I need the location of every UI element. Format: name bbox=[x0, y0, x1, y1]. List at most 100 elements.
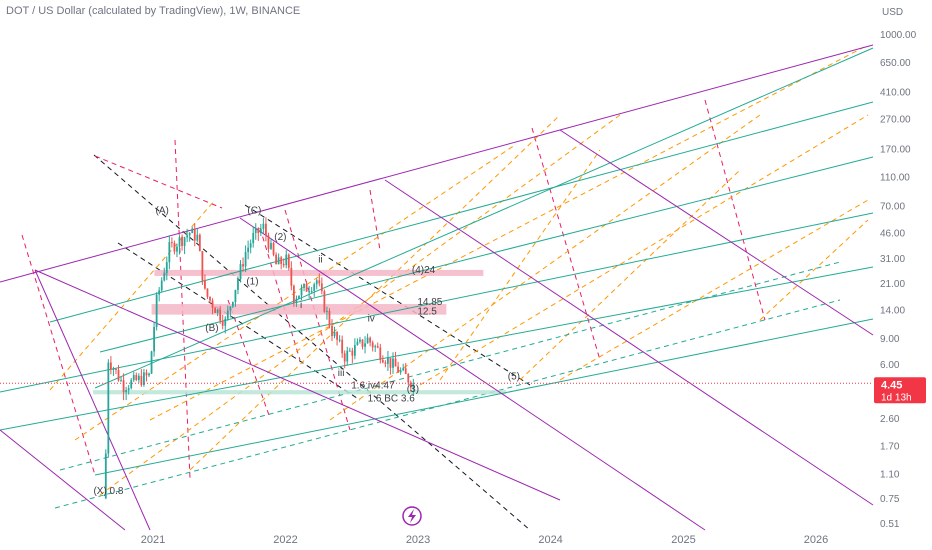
teal-channel-line bbox=[0, 266, 874, 431]
wave-label: (3) bbox=[407, 384, 419, 395]
pink-dashed-line bbox=[21, 234, 96, 476]
candle-body bbox=[356, 341, 359, 346]
horizontal-zones bbox=[93, 269, 507, 395]
teal-channel-line bbox=[99, 156, 874, 353]
candle-body bbox=[186, 235, 189, 238]
purple-pitchfork-line bbox=[384, 179, 874, 506]
y-tick-label: 1.10 bbox=[880, 469, 900, 480]
purple-pitchfork-line bbox=[559, 44, 874, 131]
black-dashed-line bbox=[93, 154, 531, 531]
orange-dashed-line bbox=[759, 219, 869, 321]
candle-body bbox=[214, 307, 216, 313]
candle-body bbox=[239, 264, 242, 280]
candle-body bbox=[254, 227, 257, 234]
candle-body bbox=[346, 350, 349, 362]
candle-body bbox=[277, 257, 280, 265]
candle-body bbox=[234, 289, 237, 303]
candle-body bbox=[397, 366, 399, 373]
candle-body bbox=[379, 347, 382, 360]
candle-body bbox=[229, 306, 232, 311]
candle-body bbox=[193, 228, 196, 241]
candle-body bbox=[361, 339, 364, 347]
candle-body bbox=[145, 372, 148, 376]
candle-body bbox=[183, 237, 186, 246]
orange-dashed-line bbox=[559, 199, 869, 381]
x-tick-label: 2026 bbox=[804, 534, 828, 546]
candle-body bbox=[376, 346, 379, 348]
x-tick-label: 2022 bbox=[273, 534, 297, 546]
wave-label: iii bbox=[338, 368, 345, 379]
time-axis: 2021 2022 2023 2024 2025 2026 bbox=[141, 534, 828, 546]
candle-body bbox=[402, 368, 405, 371]
candle-body bbox=[298, 295, 300, 299]
candle-body bbox=[127, 388, 130, 391]
teal-channel-line bbox=[94, 318, 874, 476]
candle-body bbox=[170, 242, 173, 244]
candle-body bbox=[140, 375, 143, 385]
candle-body bbox=[252, 233, 255, 244]
y-tick-label: 9.00 bbox=[880, 334, 900, 345]
candle-body bbox=[107, 362, 110, 454]
candle-body bbox=[112, 368, 115, 370]
currency-label: USD bbox=[882, 7, 903, 18]
y-tick-label: 6.00 bbox=[880, 360, 900, 371]
orange-dashed-line bbox=[519, 169, 741, 381]
purple-pitchfork-line bbox=[0, 129, 561, 283]
candle-body bbox=[158, 290, 161, 295]
wave-label: 1.6 iv4.47 bbox=[351, 381, 395, 392]
candle-body bbox=[181, 237, 183, 246]
candle-body bbox=[165, 262, 168, 274]
orange-dashed-line bbox=[49, 199, 216, 391]
candle-body bbox=[244, 252, 247, 267]
candle-body bbox=[122, 380, 125, 393]
candle-body bbox=[369, 337, 372, 343]
black-dashed-line bbox=[244, 204, 531, 386]
candle-body bbox=[249, 243, 252, 248]
candle-body bbox=[150, 351, 153, 374]
candle-body bbox=[201, 251, 204, 281]
candle-body bbox=[338, 339, 341, 341]
wave-label: 12.5 bbox=[417, 307, 437, 318]
y-tick-label: 1.70 bbox=[880, 441, 900, 452]
candle-body bbox=[351, 350, 354, 356]
candle-body bbox=[280, 257, 283, 265]
candle-body bbox=[282, 264, 285, 266]
candle-body bbox=[409, 382, 412, 388]
logo-icon[interactable] bbox=[402, 506, 422, 526]
wave-label: (B) bbox=[205, 323, 218, 334]
wave-label: (1) bbox=[246, 277, 258, 288]
candle-body bbox=[392, 358, 394, 368]
candle-body bbox=[143, 372, 145, 385]
candle-body bbox=[308, 291, 311, 293]
candle-body bbox=[328, 310, 331, 326]
candle-body bbox=[272, 243, 275, 255]
candle-body bbox=[173, 243, 176, 252]
candle-body bbox=[242, 264, 244, 267]
wave-label: (A) bbox=[156, 205, 169, 216]
orange-dashed-line bbox=[149, 44, 869, 421]
y-tick-label: 46.00 bbox=[880, 229, 905, 240]
candle-body bbox=[265, 223, 267, 236]
y-tick-label: 170.00 bbox=[880, 144, 911, 155]
orange-dashed-line bbox=[439, 149, 601, 381]
purple-pitchfork-line bbox=[34, 269, 151, 531]
wave-label: (X) 0.8 bbox=[93, 486, 123, 497]
candle-body bbox=[204, 280, 206, 289]
candle-body bbox=[262, 223, 265, 229]
pink-dashed-line bbox=[174, 139, 191, 479]
zone-band bbox=[93, 390, 507, 395]
candle-body bbox=[305, 283, 308, 292]
pitchfork-channels bbox=[0, 44, 874, 531]
candle-body bbox=[348, 350, 351, 352]
last-price-badge bbox=[874, 377, 926, 404]
candle-body bbox=[198, 234, 201, 252]
candle-body bbox=[221, 320, 224, 326]
candle-body bbox=[318, 280, 321, 284]
candle-body bbox=[290, 267, 293, 286]
y-tick-label: 1000.00 bbox=[880, 30, 917, 41]
candle-body bbox=[206, 288, 209, 297]
candle-body bbox=[333, 332, 336, 337]
candle-body bbox=[125, 390, 128, 393]
